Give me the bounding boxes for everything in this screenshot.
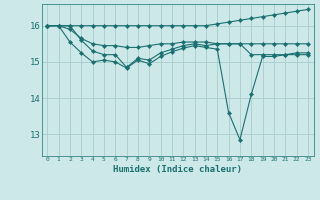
X-axis label: Humidex (Indice chaleur): Humidex (Indice chaleur) bbox=[113, 165, 242, 174]
